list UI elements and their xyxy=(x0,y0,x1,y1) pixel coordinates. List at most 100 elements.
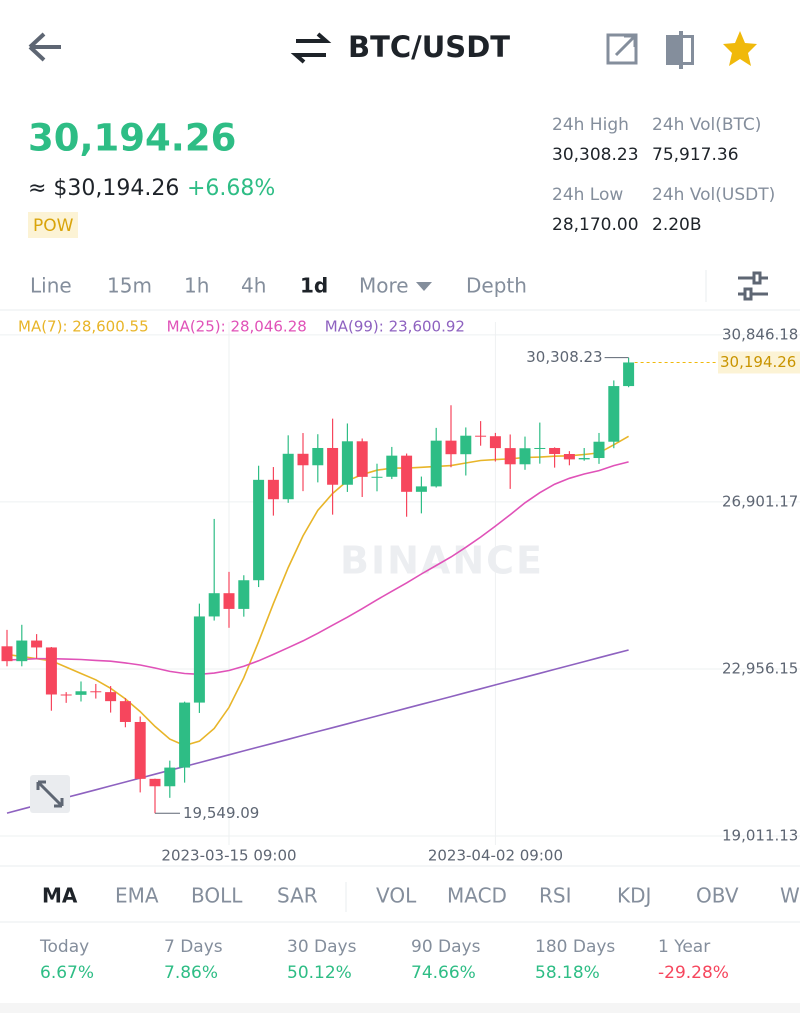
candle-body xyxy=(356,441,368,477)
ma-line xyxy=(6,461,629,676)
interval-tab[interactable]: 15m xyxy=(107,274,152,298)
indicator-tab-active[interactable]: MA xyxy=(42,884,78,908)
period-return: 7.86% xyxy=(164,963,218,983)
candle-body xyxy=(75,691,87,695)
candle-body xyxy=(134,721,146,779)
candle-body xyxy=(223,593,235,609)
candle-body xyxy=(149,778,161,787)
y-tick-label: 30,846.18 xyxy=(722,325,798,343)
back-button[interactable] xyxy=(28,32,61,62)
candle-body xyxy=(1,646,13,662)
ma-legend: MA(7): 28,600.55 xyxy=(18,318,149,336)
stat-value: 75,917.36 xyxy=(652,145,739,165)
candle-body xyxy=(193,616,205,703)
stat-label: 24h Vol(BTC) xyxy=(652,115,761,135)
candle-body xyxy=(327,447,339,485)
interval-tab[interactable]: 1h xyxy=(184,274,209,298)
candle-body xyxy=(208,593,220,617)
candle-body xyxy=(534,447,546,449)
period-return: 50.12% xyxy=(287,963,352,983)
candle-body xyxy=(253,479,265,581)
candle-body xyxy=(31,640,43,648)
candle-body xyxy=(341,441,353,485)
candle-body xyxy=(164,767,176,787)
indicator-tab[interactable]: VOL xyxy=(376,884,417,908)
candle-body xyxy=(549,447,561,454)
stat-value: 2.20B xyxy=(652,215,702,235)
candle-body xyxy=(105,692,117,702)
ma-legend: MA(25): 28,046.28 xyxy=(167,318,307,336)
price-change: +6.68% xyxy=(187,176,275,201)
interval-tab[interactable]: Depth xyxy=(466,274,527,298)
bottom-bar xyxy=(0,1003,800,1013)
watermark: BINANCE xyxy=(340,539,544,583)
candle-body xyxy=(445,440,457,455)
indicator-tab[interactable]: BOLL xyxy=(191,884,243,908)
dropdown-arrow xyxy=(416,282,432,291)
chart: 30,846.18 26,901.17 22,956.15 19,011.13 2023… xyxy=(0,318,800,865)
high-label: 30,308.23 xyxy=(526,348,602,366)
candle-body xyxy=(593,441,605,459)
candle-body xyxy=(386,455,398,477)
candle-body xyxy=(371,476,383,478)
candle-body xyxy=(415,486,427,492)
candle-body xyxy=(90,691,102,693)
indicator-tab[interactable]: OBV xyxy=(696,884,739,908)
stat-value: 30,308.23 xyxy=(552,145,639,165)
layout-button[interactable] xyxy=(666,31,694,69)
interval-tab-active[interactable]: 1d xyxy=(300,274,328,298)
interval-tab[interactable]: Line xyxy=(30,274,72,298)
x-tick-label: 2023-03-15 09:00 xyxy=(161,847,296,865)
stat-value: 28,170.00 xyxy=(552,215,639,235)
period-label: 7 Days xyxy=(164,937,223,957)
candle-body xyxy=(401,455,413,492)
candle-body xyxy=(312,447,324,466)
indicator-tab[interactable]: MACD xyxy=(447,884,507,908)
expand-button[interactable] xyxy=(30,775,70,813)
candle-body xyxy=(16,640,28,662)
low-label: 19,549.09 xyxy=(183,804,259,822)
candle-body xyxy=(489,436,501,449)
candle-body xyxy=(297,453,309,466)
candle-body xyxy=(519,448,531,465)
candle-body xyxy=(460,435,472,455)
favorite-star[interactable] xyxy=(723,31,757,66)
period-label: 180 Days xyxy=(535,937,615,957)
settings-button[interactable] xyxy=(738,271,768,301)
candle-body xyxy=(475,435,487,437)
interval-tab[interactable]: More xyxy=(359,274,409,298)
candle-body xyxy=(623,362,635,387)
indicator-tab[interactable]: SAR xyxy=(277,884,318,908)
indicator-tab[interactable]: KDJ xyxy=(617,884,651,908)
candle-body xyxy=(45,647,57,695)
tag-bg xyxy=(28,212,78,238)
last-price-label: 30,194.26 xyxy=(720,353,796,371)
candle-body xyxy=(578,458,590,460)
stat-label: 24h Low xyxy=(552,185,623,205)
swap-icon[interactable] xyxy=(290,32,332,64)
ma-legend: MA(99): 23,600.92 xyxy=(325,318,465,336)
ma-line xyxy=(6,649,629,814)
period-return: -29.28% xyxy=(658,963,729,983)
pair-title: BTC/USDT xyxy=(348,30,510,64)
candle-body xyxy=(179,702,191,768)
y-tick-label: 22,956.15 xyxy=(722,659,798,677)
candle-body xyxy=(267,479,279,500)
candle-body xyxy=(563,453,575,460)
period-return: 6.67% xyxy=(40,963,94,983)
candle-body xyxy=(238,580,250,609)
last-price-box xyxy=(718,351,800,374)
indicator-tab[interactable]: W xyxy=(780,884,800,908)
indicator-tab[interactable]: RSI xyxy=(539,884,572,908)
period-label: 90 Days xyxy=(411,937,481,957)
interval-tab[interactable]: 4h xyxy=(241,274,266,298)
indicator-tab[interactable]: EMA xyxy=(115,884,159,908)
period-return: 58.18% xyxy=(535,963,600,983)
candle-body xyxy=(119,701,131,722)
share-button[interactable] xyxy=(606,33,638,65)
usd-price: ≈ $30,194.26 xyxy=(28,176,179,201)
candle-body xyxy=(60,694,72,696)
candle-body xyxy=(282,453,294,500)
